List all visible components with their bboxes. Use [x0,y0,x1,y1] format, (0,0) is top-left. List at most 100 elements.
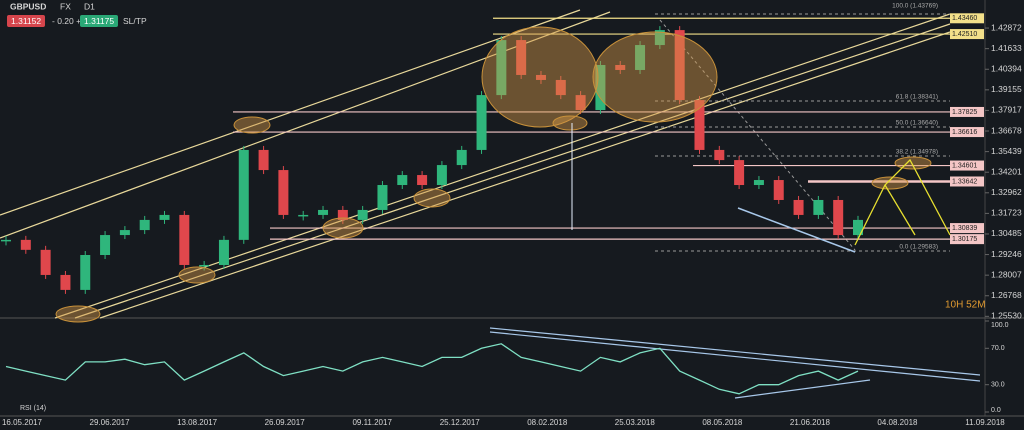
channel-line [74,23,951,319]
candle [218,239,229,265]
projection-arrows [854,158,951,246]
candle [436,165,447,186]
rsi-trend-line [734,379,871,399]
ask[interactable]: 1.31175 [84,16,114,26]
candle [377,185,388,210]
candle [258,149,269,171]
candles [1,26,863,294]
candle [773,180,784,200]
x-tick-label: 13.08.2017 [177,418,218,427]
fib-label: 50.0 (1.36640) [896,120,938,127]
candle [853,219,863,236]
fib-label: 100.0 (1.43769) [892,3,938,10]
x-tick-label: 08.05.2018 [702,418,743,427]
level-label-box [950,160,984,171]
candle [298,214,309,217]
spread: - 0.20 + [52,16,81,26]
y-tick-label: 1.25530 [991,311,1022,321]
level-label-box [950,176,984,187]
highlight [233,116,271,134]
rsi-line [5,343,859,395]
x-tick-label: 08.02.2018 [527,418,568,427]
candle [753,180,764,186]
level-label-box [950,106,984,117]
countdown: 10H 52M [945,300,986,311]
candle [278,170,289,215]
arrow [854,158,951,246]
toolbar: GBPUSD FX D1 1.31152 - 0.20 + 1.31175 SL… [7,1,147,27]
y-tick-label: 1.26768 [991,290,1022,300]
level-label: 1.33642 [952,178,977,185]
channel-line [99,31,951,319]
level-label: 1.42510 [952,31,977,38]
rsi-tick-label: 30.0 [991,382,1005,389]
y-tick-label: 1.36678 [991,125,1022,135]
highlight [552,115,588,131]
y-tick-label: 1.32962 [991,187,1022,197]
highlight [178,266,216,284]
fib-label: 0.0 (1.29583) [899,244,938,251]
candle [555,79,566,96]
level-label-box [950,13,984,24]
candle [575,95,586,111]
y-tick-label: 1.37917 [991,105,1022,115]
candle [40,249,51,275]
candle [318,209,329,215]
x-tick-label: 26.09.2017 [265,418,306,427]
x-tick-label: 11.09.2018 [965,418,1005,427]
x-tick-label: 29.06.2017 [90,418,131,427]
rsi-tick-label: 70.0 [991,345,1005,352]
bid[interactable]: 1.31152 [11,16,41,26]
timeframe[interactable]: D1 [84,1,95,11]
candle [516,40,527,75]
fib-diagonal [659,19,856,251]
candle [60,274,71,290]
symbol[interactable]: GBPUSD [10,1,46,11]
buy-button[interactable] [80,15,118,27]
candle [615,64,626,70]
level-label-box [950,127,984,138]
highlight [55,305,101,323]
y-tick-label: 1.42872 [991,22,1022,32]
level-label-box [950,223,984,234]
candle [674,30,685,101]
candle [80,254,91,290]
candle [139,219,150,231]
y-tick-label: 1.40394 [991,64,1022,74]
y-tick-label: 1.29246 [991,249,1022,259]
y-tick-label: 1.28007 [991,269,1022,279]
candle [714,149,725,161]
market: FX [60,1,71,11]
y-tick-label: 1.31723 [991,208,1022,218]
candle [417,175,428,186]
candle [496,40,507,96]
candle [179,214,190,265]
level-label: 1.43460 [952,15,977,22]
candle [1,239,11,242]
level-label: 1.36616 [952,129,977,136]
candle [654,30,665,46]
x-tick-label: 04.08.2018 [877,418,918,427]
y-tick-label: 1.30485 [991,228,1022,238]
highlight [894,156,932,170]
candle [397,175,408,186]
rsi-tick-label: 0.0 [991,407,1001,414]
highlight [592,31,718,123]
sell-button[interactable] [7,15,45,27]
candle [100,235,111,255]
channel-line [0,11,611,239]
sltp[interactable]: SL/TP [123,16,147,26]
level-label: 1.30175 [952,236,977,243]
candle [357,209,368,220]
candle [238,149,249,240]
x-tick-label: 21.06.2018 [790,418,831,427]
candle [734,160,745,186]
candle [337,209,348,220]
candle [20,239,31,250]
candle [595,64,606,111]
level-label: 1.34601 [952,162,977,169]
x-tick-label: 16.05.2017 [2,418,43,427]
trend-line [737,207,856,253]
candle [119,230,130,236]
